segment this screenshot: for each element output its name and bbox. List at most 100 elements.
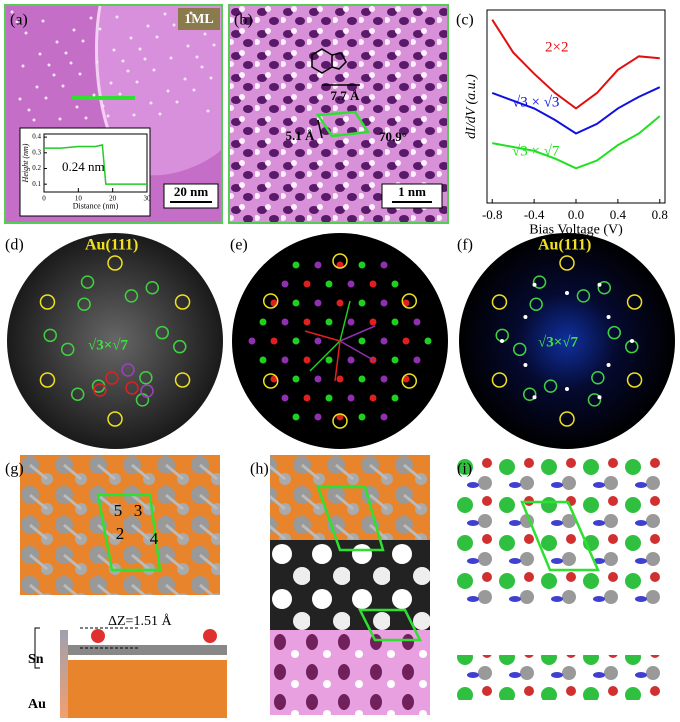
spot-au xyxy=(107,411,123,427)
spot-sn xyxy=(587,393,602,407)
adatom xyxy=(78,72,82,76)
reciprocal-vector xyxy=(339,325,376,342)
spot-au xyxy=(107,255,123,271)
spot-sn xyxy=(145,281,160,295)
diffraction-spot xyxy=(402,337,410,345)
fft-spot xyxy=(500,339,504,343)
x-tick-label: 0 xyxy=(42,195,46,203)
diffraction-spot xyxy=(325,394,333,402)
spot-au xyxy=(174,294,191,310)
adatom xyxy=(135,80,139,84)
spot-au xyxy=(559,411,575,427)
diffraction-spot xyxy=(358,299,366,307)
adatom xyxy=(206,109,210,113)
tag: 1ML xyxy=(184,12,214,27)
diffraction-spot xyxy=(292,299,300,307)
adatom xyxy=(203,32,207,36)
site-label: 5 xyxy=(114,501,123,520)
diffraction-spot xyxy=(380,413,388,421)
adatom xyxy=(64,51,68,55)
fft-spot xyxy=(532,282,537,287)
y-tick-label: 0.4 xyxy=(32,133,41,141)
y-tick-label: 0.2 xyxy=(32,164,41,172)
adatom xyxy=(52,73,56,77)
x-tick-label: 30 xyxy=(144,195,152,203)
spot-domain xyxy=(105,371,119,385)
diffraction-spot xyxy=(281,394,289,402)
diffraction-spot xyxy=(347,280,355,288)
adatom xyxy=(69,61,73,65)
x-tick-label: 20 xyxy=(109,195,117,203)
adatom xyxy=(92,93,96,97)
spot-au xyxy=(626,294,643,310)
experimental-stm xyxy=(270,630,430,715)
adatom xyxy=(200,65,204,69)
adatom xyxy=(89,16,93,20)
diffraction-spot xyxy=(303,318,311,326)
spot-domain xyxy=(93,383,107,397)
adatom xyxy=(47,63,51,67)
spot-sn xyxy=(124,289,139,303)
spot-au xyxy=(262,293,279,309)
spot-au xyxy=(491,294,508,310)
diffraction-spot xyxy=(358,375,366,383)
diffraction-spot xyxy=(281,356,289,364)
fft-spot xyxy=(630,339,634,343)
substrate-label: Au(111) xyxy=(538,237,591,254)
data-line xyxy=(492,115,661,170)
fft-spot xyxy=(597,282,602,287)
adatom xyxy=(115,15,119,19)
adatom xyxy=(109,81,113,85)
spot-sn xyxy=(80,275,95,289)
diffraction-spot xyxy=(281,280,289,288)
adatom xyxy=(95,60,99,64)
tag-box xyxy=(178,8,220,30)
adatom xyxy=(75,105,79,109)
adatom xyxy=(18,97,22,101)
unit-cell xyxy=(357,608,423,642)
fft-spot xyxy=(565,291,569,295)
fft-pattern xyxy=(459,233,675,449)
x-axis-title: Bias Voltage (V) xyxy=(529,223,623,238)
reciprocal-vector xyxy=(339,300,351,342)
adatom xyxy=(152,68,156,72)
lattice-b: 5.1 Å xyxy=(286,128,316,143)
x-tick-label: -0.4 xyxy=(524,207,545,222)
adatom xyxy=(81,39,85,43)
diffraction-spot xyxy=(303,356,311,364)
adatom xyxy=(10,10,14,14)
spot-sn xyxy=(155,325,170,340)
x-tick-label: 0.8 xyxy=(652,207,668,222)
y-axis-title: Height (nm) xyxy=(21,143,30,183)
adatom xyxy=(186,44,190,48)
adatom xyxy=(129,36,133,40)
adatom xyxy=(106,114,110,118)
leed-pattern xyxy=(7,233,223,449)
diffraction-spot xyxy=(391,318,399,326)
plot-frame xyxy=(43,133,148,193)
adatom xyxy=(101,104,105,108)
diffraction-spot xyxy=(314,337,322,345)
adatom xyxy=(169,56,173,60)
structure-top-view xyxy=(270,455,430,540)
diffraction-spot xyxy=(380,375,388,383)
diffraction-spot xyxy=(369,280,377,288)
diffraction-spot xyxy=(325,318,333,326)
fft-spot xyxy=(523,363,528,367)
unit-cell xyxy=(520,500,600,572)
adatom xyxy=(38,52,42,56)
height-difference: ΔZ=1.51 Å xyxy=(108,613,172,629)
panel-label: (h) xyxy=(250,461,269,478)
diffraction-spot xyxy=(347,356,355,364)
site-label: 3 xyxy=(134,501,143,520)
spot-sn xyxy=(139,371,153,385)
diffraction-spot xyxy=(347,318,355,326)
arrow xyxy=(317,119,323,139)
adatom xyxy=(209,76,213,80)
diffraction-spot xyxy=(380,299,388,307)
adatom xyxy=(189,11,193,15)
diffraction-spot xyxy=(259,318,267,326)
spot-au xyxy=(626,372,643,388)
adatom xyxy=(166,89,170,93)
diffraction-spot xyxy=(314,261,322,269)
